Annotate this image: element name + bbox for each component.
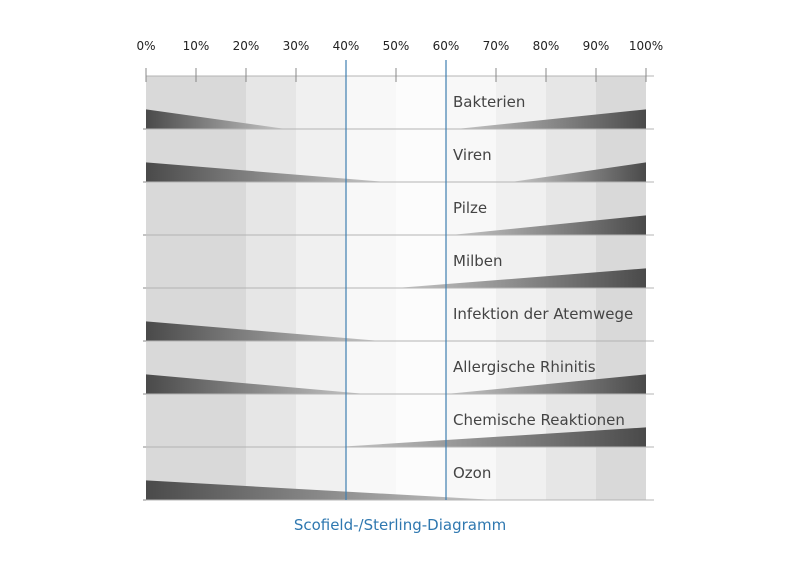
high-tolerance-area: [511, 162, 646, 182]
reference-lines: [345, 60, 447, 500]
row-label: Viren: [453, 146, 492, 164]
top-axis: 0% 10% 20% 30% 40% 50% 60% 70% 80% 90% 100%: [136, 39, 663, 82]
low-tolerance-area: [146, 374, 366, 394]
axis-tick-label: 0%: [136, 39, 155, 53]
axis-tick-label: 90%: [583, 39, 610, 53]
row-label: Ozon: [453, 464, 491, 482]
axis-tick-label: 60%: [433, 39, 460, 53]
row-label: Infektion der Atemwege: [453, 305, 633, 323]
high-tolerance-area: [456, 109, 646, 129]
row-areas: [146, 109, 646, 500]
axis-tick-label: 50%: [383, 39, 410, 53]
row-dividers: [143, 75, 654, 501]
axis-tick-label: 20%: [233, 39, 260, 53]
axis-tick-label: 80%: [533, 39, 560, 53]
high-tolerance-area: [451, 215, 646, 235]
axis-tick-label: 10%: [183, 39, 210, 53]
row-label: Chemische Reaktionen: [453, 411, 625, 429]
low-tolerance-area: [146, 480, 496, 500]
row-labels: Bakterien Viren Pilze Milben Infektion der A…: [453, 93, 633, 482]
row-label: Allergische Rhinitis: [453, 358, 596, 376]
axis-tick-label: 30%: [283, 39, 310, 53]
row-label: Milben: [453, 252, 503, 270]
low-tolerance-area: [146, 162, 386, 182]
low-tolerance-area: [146, 109, 286, 129]
row-label: Bakterien: [453, 93, 525, 111]
row-label: Pilze: [453, 199, 487, 217]
chart-title: Scofield-/Sterling-Diagramm: [293, 516, 507, 534]
axis-tick-label: 70%: [483, 39, 510, 53]
axis-tick-label: 40%: [333, 39, 360, 53]
high-tolerance-area: [396, 268, 646, 288]
high-tolerance-area: [336, 427, 646, 447]
high-tolerance-area: [446, 374, 646, 394]
low-tolerance-area: [146, 321, 381, 341]
axis-tick-label: 100%: [629, 39, 663, 53]
